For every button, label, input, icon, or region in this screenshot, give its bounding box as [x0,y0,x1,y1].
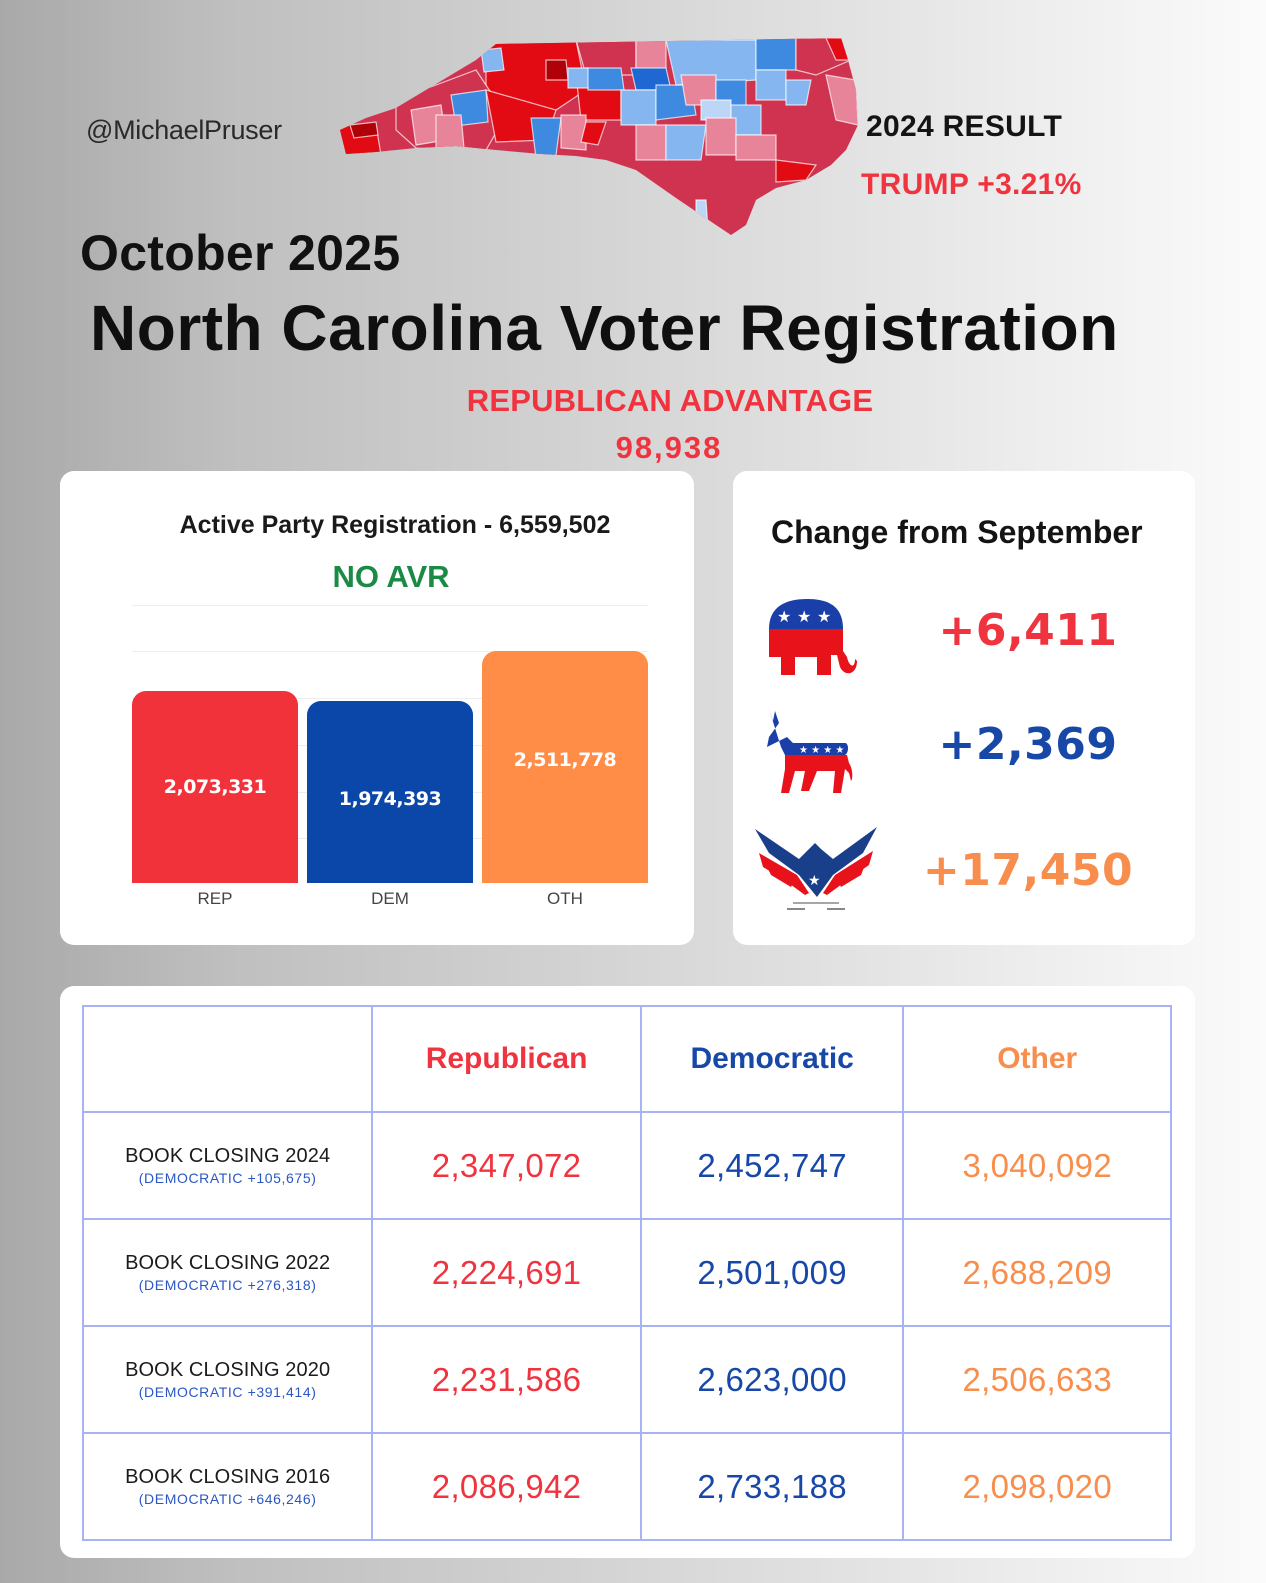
table-row: BOOK CLOSING 2016 (DEMOCRATIC +646,246) … [81,1432,1172,1541]
bar-value-dem: 1,974,393 [338,788,442,810]
x-label-rep: REP [197,889,233,908]
row-subtitle: (DEMOCRATIC +105,675) [138,1170,317,1186]
svg-text:★ ★ ★ ★: ★ ★ ★ ★ [799,745,844,756]
north-carolina-map-icon [336,30,866,240]
cell-other: 3,040,092 [902,1111,1172,1220]
svg-text:★: ★ [797,607,811,626]
page-title: North Carolina Voter Registration [90,292,1119,364]
change-value-democratic: +2,369 [938,719,1118,770]
book-closing-card: Republican Democratic Other BOOK CLOSING… [60,986,1195,1558]
elephant-icon: ★ ★ ★ [765,595,857,684]
row-title: BOOK CLOSING 2020 [125,1359,331,1381]
row-title: BOOK CLOSING 2024 [125,1145,331,1167]
chart-title: Active Party Registration - 6,559,502 [179,511,611,539]
cell-democratic: 2,733,188 [639,1432,905,1541]
author-handle: @MichaelPruser [86,115,282,145]
bar-rep: 2,073,331 [132,691,298,883]
cell-other: 2,688,209 [902,1218,1172,1327]
table-header-row: Republican Democratic Other [81,1005,1172,1113]
advantage-label: REPUBLICAN ADVANTAGE [466,383,874,418]
bar-dem: 1,974,393 [307,701,473,883]
header-other: Other [902,1005,1172,1113]
svg-text:★: ★ [817,607,831,626]
grid-line [132,698,648,699]
x-label-dem: DEM [371,889,409,908]
header-democratic: Democratic [639,1005,905,1113]
change-value-other: +17,450 [922,845,1134,896]
eagle-icon: ★ [753,823,879,918]
cell-republican: 2,224,691 [371,1218,642,1327]
change-value-republican: +6,411 [938,605,1118,656]
table-row: BOOK CLOSING 2020 (DEMOCRATIC +391,414) … [81,1325,1172,1434]
chart-subtitle: NO AVR [332,559,450,594]
row-subtitle: (DEMOCRATIC +391,414) [138,1384,317,1400]
change-card: Change from September ★ ★ ★ +6,411 ★ ★ ★… [733,471,1195,945]
cell-other: 2,506,633 [902,1325,1172,1434]
row-subtitle: (DEMOCRATIC +646,246) [138,1491,317,1507]
x-label-oth: OTH [547,889,583,908]
change-row-republican: ★ ★ ★ +6,411 [733,589,1195,689]
change-title: Change from September [771,514,1143,550]
result-value: TRUMP +3.21% [861,168,1082,201]
cell-democratic: 2,452,747 [639,1111,905,1220]
grid-line [132,651,648,652]
cell-republican: 2,231,586 [371,1325,642,1434]
bar-value-oth: 2,511,778 [513,749,617,771]
cell-other: 2,098,020 [902,1432,1172,1541]
cell-republican: 2,347,072 [371,1111,642,1220]
report-month: October 2025 [80,225,401,281]
row-label-cell: BOOK CLOSING 2016 (DEMOCRATIC +646,246) [81,1432,374,1541]
bar-value-rep: 2,073,331 [163,776,267,798]
row-label-cell: BOOK CLOSING 2020 (DEMOCRATIC +391,414) [81,1325,374,1434]
table-row: BOOK CLOSING 2024 (DEMOCRATIC +105,675) … [81,1111,1172,1220]
cell-republican: 2,086,942 [371,1432,642,1541]
book-closing-table: Republican Democratic Other BOOK CLOSING… [81,1005,1172,1541]
row-subtitle: (DEMOCRATIC +276,318) [138,1277,317,1293]
donkey-icon: ★ ★ ★ ★ [765,707,855,800]
header-blank [81,1005,374,1113]
bar-oth: 2,511,778 [482,651,648,883]
cell-democratic: 2,501,009 [639,1218,905,1327]
header-republican: Republican [371,1005,642,1113]
advantage-value: 98,938 [615,430,723,465]
row-title: BOOK CLOSING 2016 [125,1466,331,1488]
row-label-cell: BOOK CLOSING 2024 (DEMOCRATIC +105,675) [81,1111,374,1220]
table-row: BOOK CLOSING 2022 (DEMOCRATIC +276,318) … [81,1218,1172,1327]
change-row-other: ★ +17,450 [733,823,1195,923]
grid-line [132,605,648,606]
active-registration-card: Active Party Registration - 6,559,502 NO… [60,471,694,945]
result-title: 2024 RESULT [866,110,1063,143]
row-title: BOOK CLOSING 2022 [125,1252,331,1274]
svg-text:★: ★ [808,873,821,889]
row-label-cell: BOOK CLOSING 2022 (DEMOCRATIC +276,318) [81,1218,374,1327]
cell-democratic: 2,623,000 [639,1325,905,1434]
svg-text:★: ★ [777,607,791,626]
change-row-democratic: ★ ★ ★ ★ +2,369 [733,705,1195,805]
